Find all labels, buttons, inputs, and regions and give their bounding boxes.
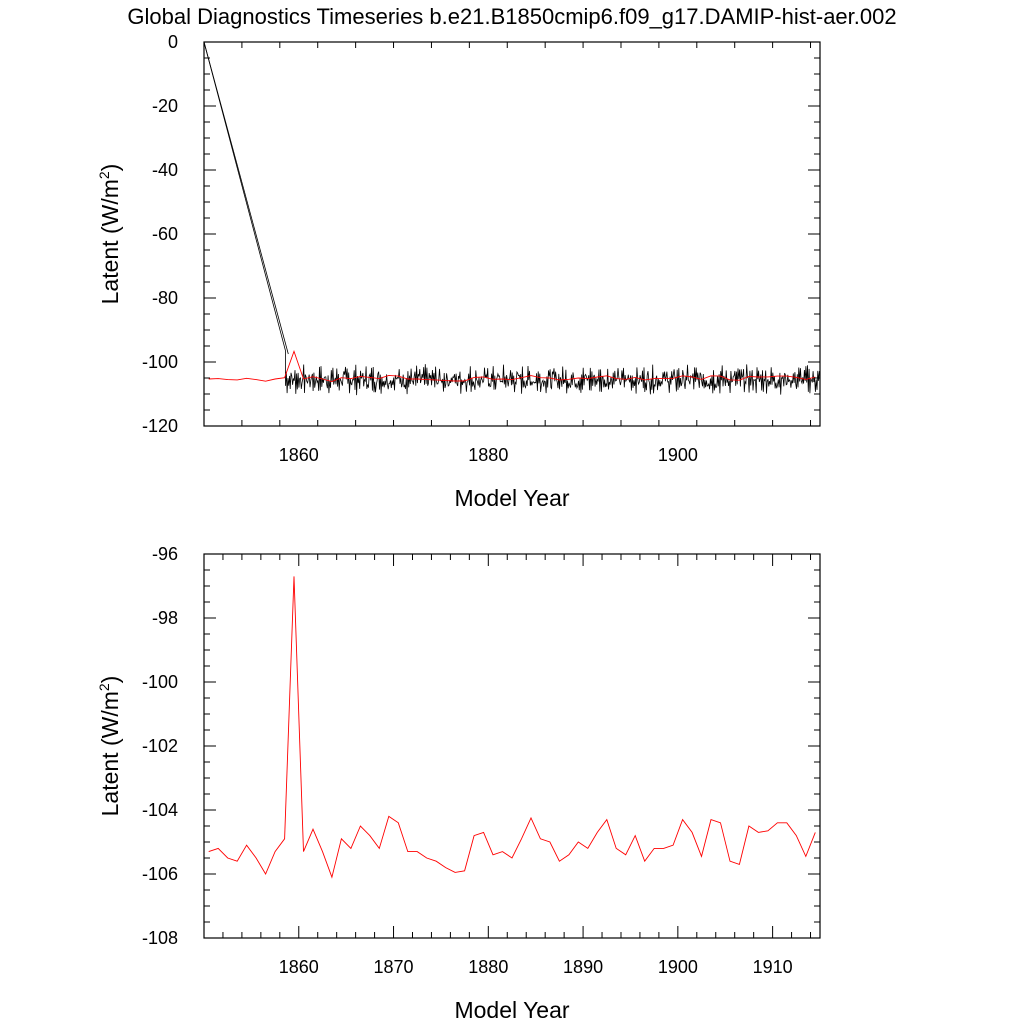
y-tick-label: -102	[142, 736, 178, 756]
x-tick-label: 1900	[658, 445, 698, 465]
x-tick-label: 1900	[658, 957, 698, 977]
y-tick-label: -100	[142, 672, 178, 692]
y-tick-label: -100	[142, 352, 178, 372]
x-tick-label: 1860	[279, 445, 319, 465]
x-tick-label: 1880	[468, 445, 508, 465]
y-tick-label: -80	[152, 288, 178, 308]
series-line-0	[208, 576, 816, 879]
y-axis-label: Latent (W/m2)	[96, 676, 123, 817]
y-tick-label: -20	[152, 96, 178, 116]
y-axis-label-close: )	[97, 164, 123, 172]
plot-frame	[203, 553, 821, 939]
series-line-1	[203, 41, 289, 355]
x-tick-label: 1860	[279, 957, 319, 977]
bottom-panel: 1860 1870 1880 1890 1900 1910 -96 -98 -100 -102 -1…	[96, 544, 821, 1023]
x-tick-label: 1880	[468, 957, 508, 977]
y-tick-label: -106	[142, 864, 178, 884]
x-axis-label: Model Year	[454, 485, 569, 511]
y-axis-label-text: Latent (W/m	[97, 179, 123, 304]
x-tick-label: 1870	[374, 957, 414, 977]
y-tick-label: -40	[152, 160, 178, 180]
top-panel: 1860 1880 1900 0 -20 -40 -60 -80 -100 -120 Model Y…	[96, 32, 821, 511]
y-axis-label-close: )	[97, 676, 123, 684]
y-tick-label: -120	[142, 416, 178, 436]
y-tick-label: -60	[152, 224, 178, 244]
x-axis-label: Model Year	[454, 997, 569, 1023]
x-tick-label: 1890	[563, 957, 603, 977]
y-tick-label: -108	[142, 928, 178, 948]
plot-frame	[203, 41, 821, 427]
y-tick-label: -104	[142, 800, 178, 820]
y-axis-label-superscript: 2	[96, 683, 112, 691]
series-line-2	[208, 350, 816, 382]
y-axis-label-text: Latent (W/m	[97, 691, 123, 816]
series-line-0	[203, 41, 820, 396]
x-tick-label: 1910	[753, 957, 793, 977]
y-tick-label: -98	[152, 608, 178, 628]
y-axis-label-superscript: 2	[96, 171, 112, 179]
y-axis-label: Latent (W/m2)	[96, 164, 123, 305]
figure-title: Global Diagnostics Timeseries b.e21.B185…	[127, 4, 896, 29]
y-tick-label: 0	[168, 32, 178, 52]
y-tick-label: -96	[152, 544, 178, 564]
